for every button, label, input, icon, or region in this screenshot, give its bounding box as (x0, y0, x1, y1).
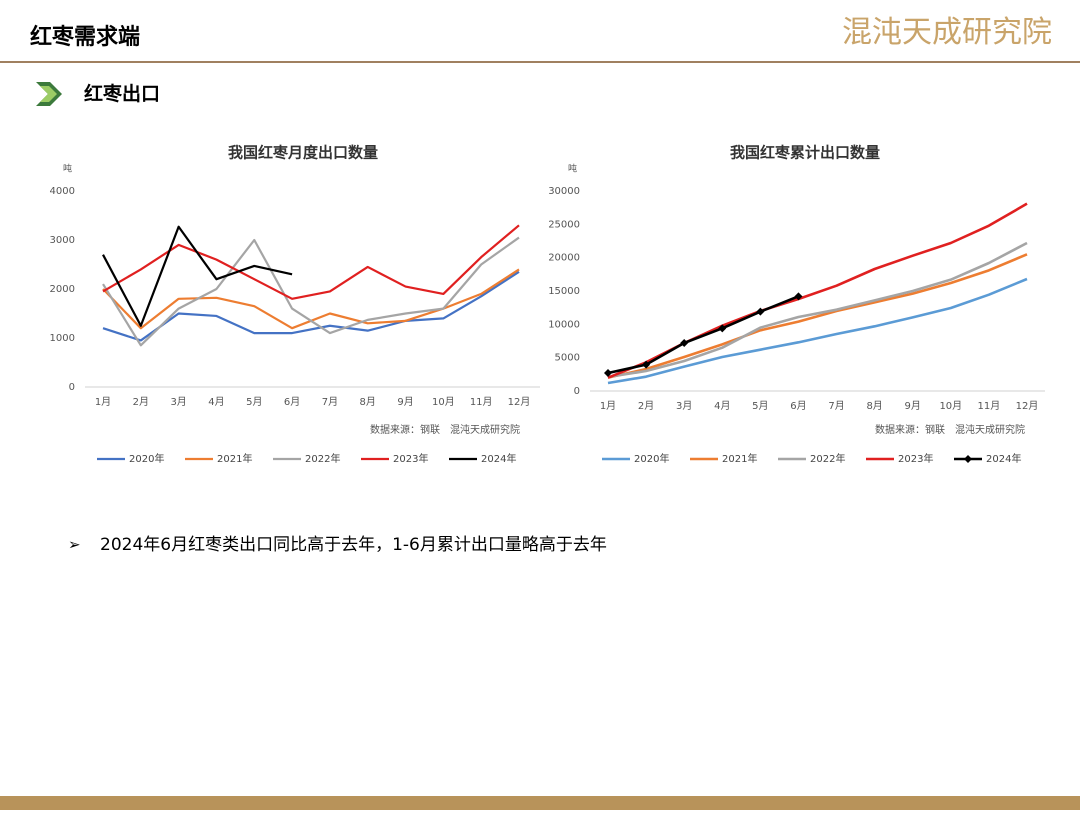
x-tick-label: 2月 (133, 396, 149, 408)
y-tick-label: 10000 (548, 319, 580, 330)
legend-label: 2021年 (722, 452, 757, 465)
legend-label: 2023年 (393, 452, 428, 465)
series-marker (680, 339, 689, 347)
series-line (607, 277, 1028, 385)
chart-title: 我国红枣累计出口数量 (730, 144, 880, 162)
y-tick-label: 0 (69, 382, 75, 393)
series-marker (794, 292, 803, 301)
x-tick-label: 7月 (828, 400, 844, 412)
y-tick-label: 0 (574, 386, 580, 397)
x-tick-label: 9月 (397, 396, 413, 408)
x-tick-label: 5月 (246, 396, 262, 408)
legend-label: 2024年 (986, 452, 1021, 465)
y-tick-label: 2000 (50, 284, 75, 295)
legend-marker (964, 455, 972, 463)
y-axis-label: 吨 (568, 163, 577, 175)
x-tick-label: 7月 (322, 396, 338, 408)
x-tick-label: 2月 (638, 400, 654, 412)
x-tick-label: 10月 (939, 400, 962, 412)
x-tick-label: 6月 (790, 400, 806, 412)
y-axis-label: 吨 (63, 163, 72, 175)
y-tick-label: 1000 (50, 333, 75, 344)
series-line (102, 268, 520, 330)
x-tick-label: 12月 (1016, 400, 1039, 412)
legend-label: 2022年 (810, 452, 845, 465)
section-title: 红枣出口 (84, 82, 160, 105)
x-tick-label: 3月 (676, 400, 692, 412)
legend-label: 2023年 (898, 452, 933, 465)
slide-title: 红枣需求端 (30, 24, 140, 50)
series-line (102, 236, 520, 347)
legend-label: 2022年 (305, 452, 340, 465)
legend-label: 2020年 (129, 452, 164, 465)
chevron-inner (40, 86, 57, 102)
series-line (607, 295, 799, 375)
x-tick-label: 1月 (95, 396, 111, 408)
y-tick-label: 4000 (50, 186, 75, 197)
legend-label: 2020年 (634, 452, 669, 465)
x-tick-label: 6月 (284, 396, 300, 408)
bullet-marker: ➢ (68, 536, 81, 554)
x-tick-label: 4月 (208, 396, 224, 408)
series-line (102, 270, 520, 342)
y-tick-label: 30000 (548, 186, 580, 197)
series-line (607, 253, 1028, 379)
x-tick-label: 11月 (978, 400, 1001, 412)
y-tick-label: 5000 (555, 353, 580, 364)
x-tick-label: 1月 (600, 400, 616, 412)
series-line (607, 241, 1028, 379)
x-tick-label: 11月 (470, 396, 493, 408)
source-note: 数据来源：钢联 混沌天成研究院 (370, 423, 520, 436)
y-tick-label: 25000 (548, 219, 580, 230)
series-marker (718, 324, 727, 333)
footer-bar (0, 796, 1080, 810)
legend-label: 2021年 (217, 452, 252, 465)
x-tick-label: 12月 (508, 396, 531, 408)
x-tick-label: 8月 (866, 400, 882, 412)
logo: 混沌天成研究院 (842, 15, 1052, 50)
series-marker (756, 307, 765, 316)
series-marker (604, 369, 612, 377)
y-tick-label: 15000 (548, 286, 580, 297)
bullet-text: 2024年6月红枣类出口同比高于去年，1-6月累计出口量略高于去年 (100, 535, 607, 555)
series-line (102, 225, 293, 327)
chart-title: 我国红枣月度出口数量 (228, 144, 378, 162)
y-tick-label: 20000 (548, 253, 580, 264)
series-marker (642, 360, 651, 369)
y-tick-label: 3000 (50, 235, 75, 246)
x-tick-label: 9月 (905, 400, 921, 412)
x-tick-label: 4月 (714, 400, 730, 412)
x-tick-label: 5月 (752, 400, 768, 412)
x-tick-label: 10月 (432, 396, 455, 408)
series-line (102, 224, 520, 300)
legend-label: 2024年 (481, 452, 516, 465)
x-tick-label: 3月 (170, 396, 186, 408)
x-tick-label: 8月 (360, 396, 376, 408)
source-note: 数据来源：钢联 混沌天成研究院 (875, 423, 1025, 436)
